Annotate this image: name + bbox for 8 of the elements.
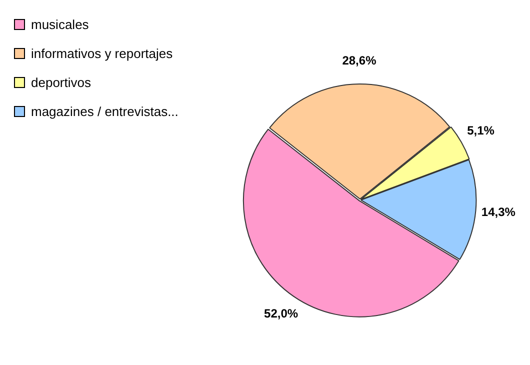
legend-label: magazines / entrevistas... <box>31 104 178 119</box>
data-label: 52,0% <box>264 306 298 321</box>
legend-label: musicales <box>31 17 89 32</box>
data-label: 28,6% <box>342 53 377 68</box>
data-label: 5,1% <box>467 124 495 138</box>
data-label: 14,3% <box>481 205 516 220</box>
legend-label: deportivos <box>31 75 91 90</box>
legend-label: informativos y reportajes <box>31 46 173 61</box>
